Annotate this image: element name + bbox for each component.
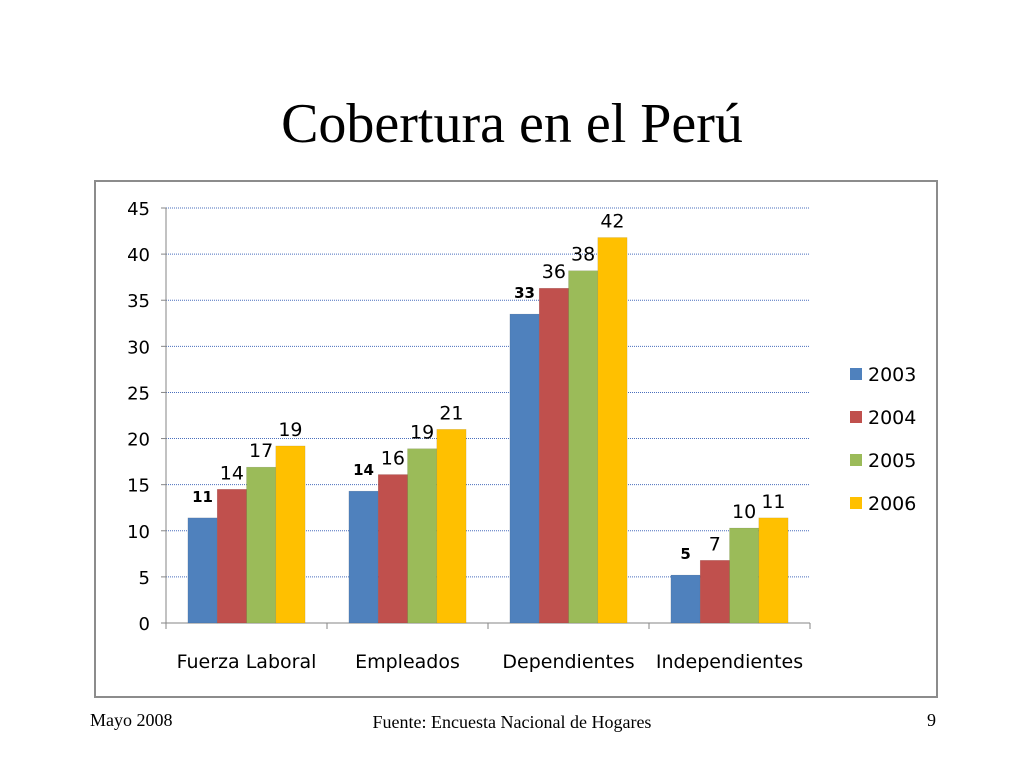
- footer-date: Mayo 2008: [90, 710, 173, 730]
- data-label: 5: [680, 545, 690, 563]
- y-tick-label: 30: [127, 337, 150, 358]
- legend-swatch-2005: [850, 454, 862, 466]
- data-label: 33: [514, 284, 535, 302]
- x-tick-label: Dependientes: [502, 651, 634, 673]
- y-tick-label: 20: [127, 430, 150, 451]
- data-label: 36: [542, 261, 566, 283]
- y-tick-label: 5: [139, 568, 150, 589]
- data-label: 11: [192, 488, 213, 506]
- bar-2006: [758, 517, 789, 624]
- legend-label: 2004: [868, 407, 916, 429]
- bar-2004: [216, 489, 247, 624]
- data-label: 7: [709, 533, 721, 555]
- legend-swatch-2003: [850, 368, 862, 380]
- bar-2003: [187, 517, 218, 624]
- data-label: 38: [571, 244, 595, 266]
- data-label: 16: [381, 448, 405, 470]
- data-label: 14: [353, 461, 374, 479]
- data-label: 14: [220, 462, 244, 484]
- data-label: 10: [732, 501, 756, 523]
- legend-label: 2006: [868, 493, 916, 515]
- data-label: 19: [278, 419, 302, 441]
- y-tick-label: 10: [127, 522, 150, 543]
- x-tick-label: Empleados: [355, 651, 460, 673]
- y-tick-label: 0: [139, 614, 150, 635]
- bar-2004: [538, 287, 569, 624]
- bar-2005: [407, 448, 438, 624]
- data-label: 17: [249, 440, 273, 462]
- bar-2005: [568, 270, 599, 624]
- y-tick-label: 45: [127, 199, 150, 220]
- data-label: 21: [439, 402, 463, 424]
- bar-2004: [377, 474, 408, 624]
- chart-frame: 0 5 10 15 20 25 30 35 40 45 Fuerza Laboral 11 14 17 19…: [94, 180, 938, 698]
- bar-2003: [509, 313, 540, 624]
- bar-2003: [670, 574, 701, 624]
- legend-swatch-2004: [850, 411, 862, 423]
- legend-label: 2003: [868, 364, 916, 386]
- x-tick-label: Independientes: [656, 651, 803, 673]
- data-label: 42: [600, 211, 624, 233]
- page-number: 9: [927, 710, 936, 730]
- data-label: 11: [761, 491, 785, 513]
- legend-label: 2005: [868, 450, 916, 472]
- bar-2006: [597, 237, 628, 624]
- bar-2005: [729, 527, 760, 624]
- legend-swatch-2006: [850, 497, 862, 509]
- bar-2006: [436, 429, 467, 624]
- bar-2004: [699, 560, 730, 624]
- x-tick-label: Fuerza Laboral: [177, 651, 317, 673]
- bar-2003: [348, 490, 379, 624]
- bar-2005: [246, 466, 277, 624]
- y-tick-label: 15: [127, 476, 150, 497]
- y-tick-label: 25: [127, 383, 150, 404]
- slide-title: Cobertura en el Perú: [281, 93, 743, 155]
- y-tick-label: 40: [127, 245, 150, 266]
- data-label: 19: [410, 422, 434, 444]
- footer-source: Fuente: Encuesta Nacional de Hogares: [372, 712, 652, 732]
- y-tick-label: 35: [127, 291, 150, 312]
- bar-2006: [275, 445, 306, 624]
